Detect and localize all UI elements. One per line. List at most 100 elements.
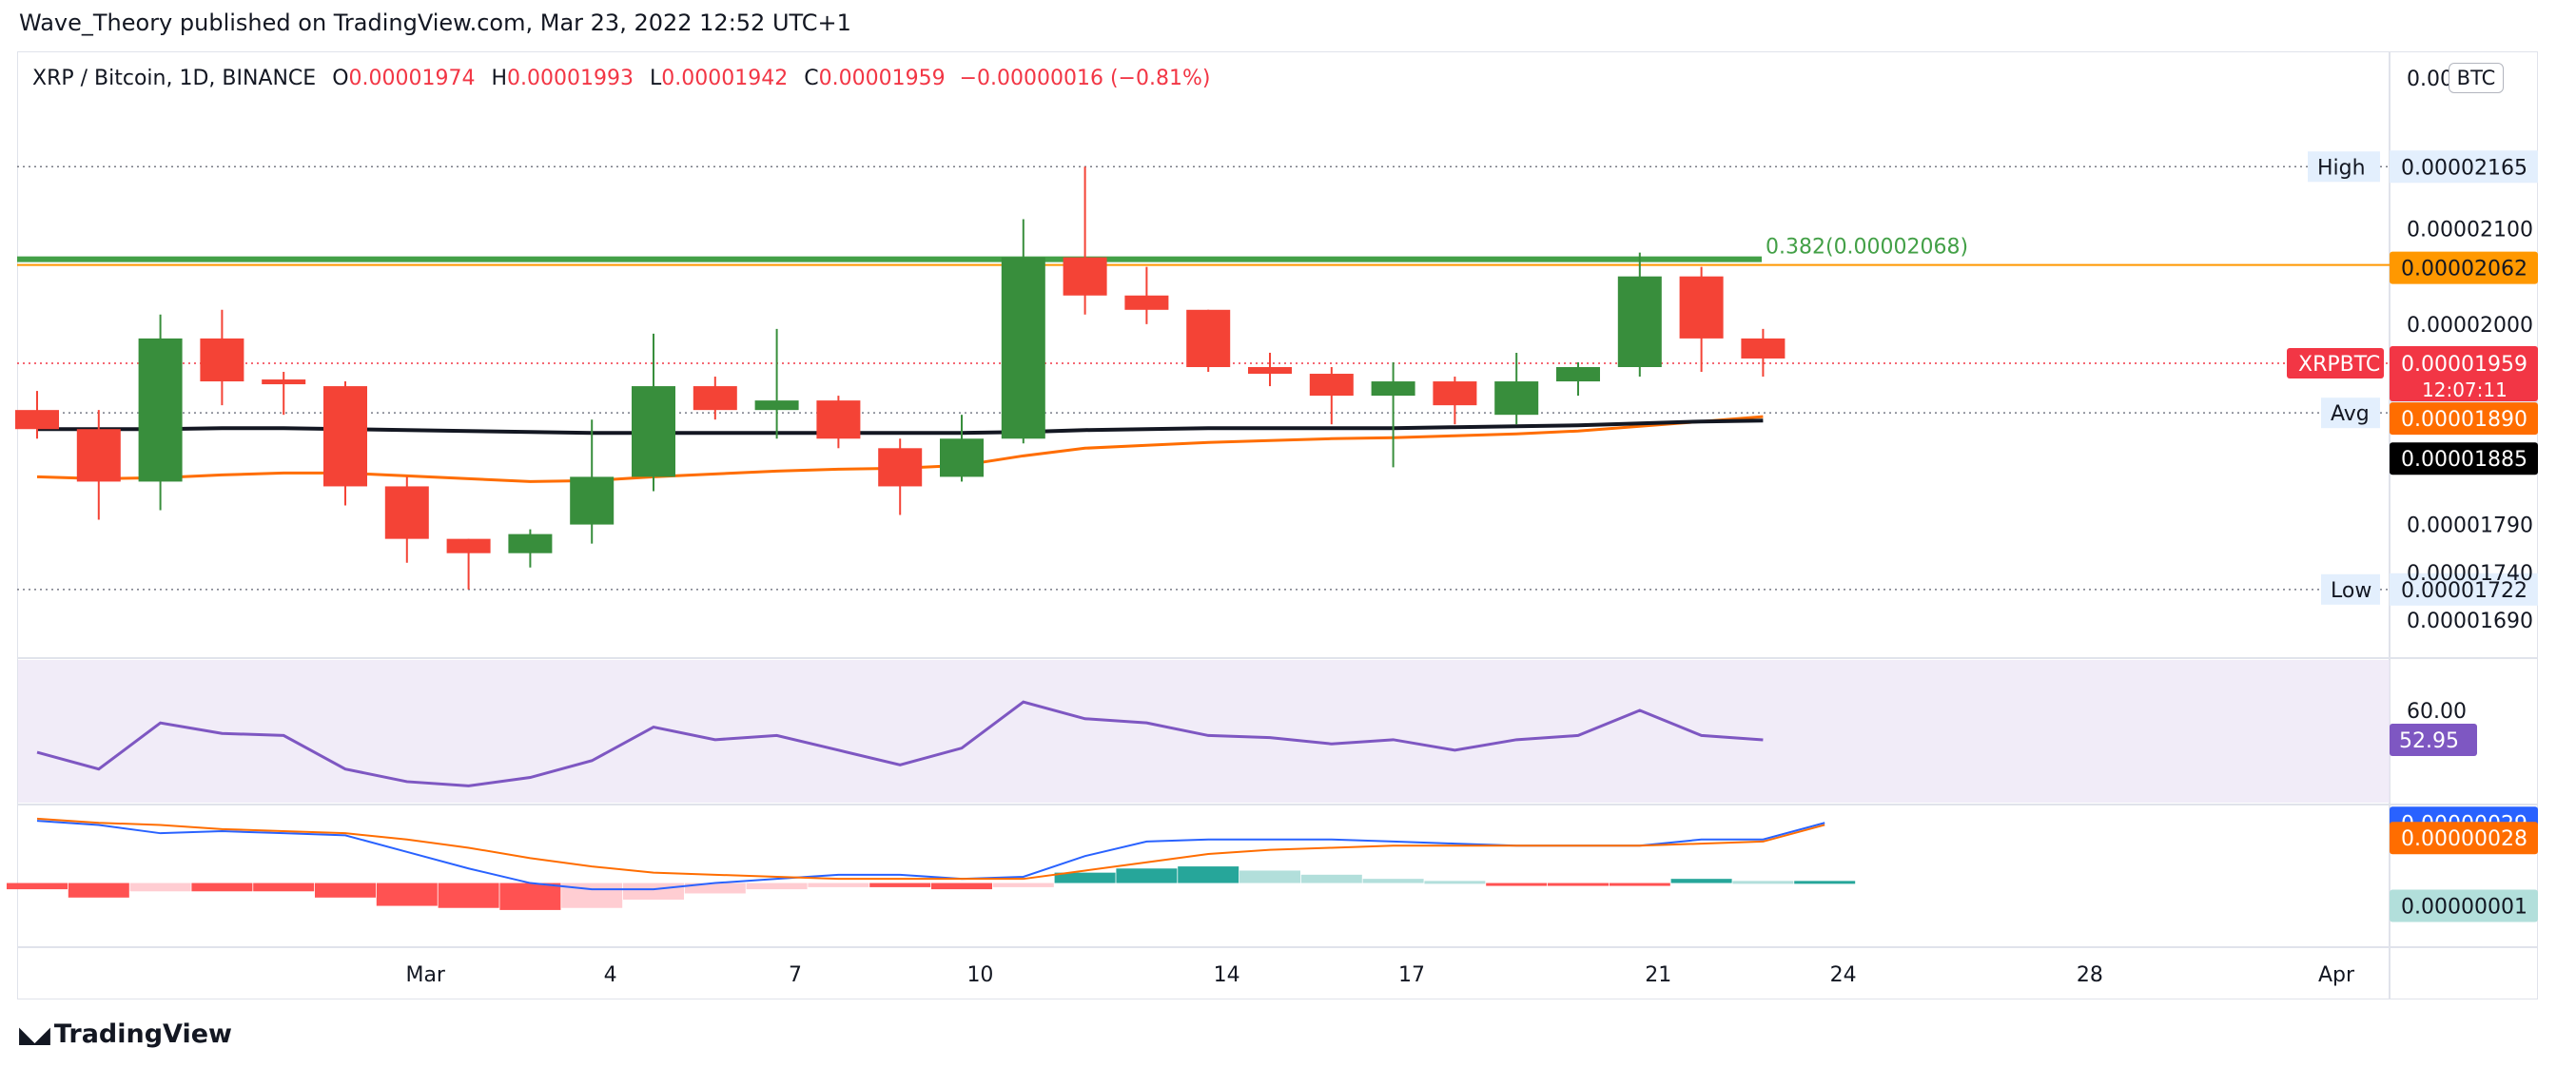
macd-histogram-bar bbox=[7, 883, 68, 890]
candle-body bbox=[1679, 276, 1724, 339]
price-axis-tick: 0.00001790 bbox=[2407, 514, 2533, 538]
macd-histogram-bar bbox=[1486, 883, 1548, 886]
ref-label-bg bbox=[2321, 398, 2380, 429]
time-axis-tick: 28 bbox=[2077, 963, 2103, 987]
candle-body bbox=[508, 534, 553, 553]
macd-histogram-bar bbox=[1178, 866, 1239, 883]
time-axis-tick: Apr bbox=[2318, 963, 2355, 987]
macd-histogram-bar bbox=[1239, 870, 1300, 883]
rsi-axis-tick: 60.00 bbox=[2407, 700, 2467, 724]
macd-histogram-bar bbox=[992, 883, 1054, 887]
candle-body bbox=[1433, 381, 1477, 406]
rsi-line bbox=[36, 700, 1764, 787]
macd-histogram-bar bbox=[1670, 879, 1732, 883]
rsi-band bbox=[18, 660, 2390, 803]
candle-body bbox=[384, 486, 429, 539]
macd-histogram-bar bbox=[1054, 872, 1116, 883]
change-value: −0.00000016 (−0.81%) bbox=[959, 67, 1211, 90]
current-price-tag: 0.00001959 bbox=[2401, 353, 2527, 377]
candle-body bbox=[138, 338, 183, 482]
symbol-tag-bg bbox=[2287, 347, 2384, 378]
macd-signal-tag: 0.00000028 bbox=[2401, 827, 2527, 851]
macd-histogram-bar bbox=[746, 883, 808, 890]
ref-price-low: 0.00001722 bbox=[2401, 579, 2527, 603]
ref-price-bg bbox=[2390, 150, 2538, 184]
ma-black-price-tag-bg bbox=[2390, 442, 2538, 475]
ma-orange-price-tag-bg bbox=[2390, 402, 2538, 436]
macd-histogram-bar bbox=[1732, 881, 1794, 884]
macd-histogram-bar bbox=[1609, 883, 1670, 886]
macd-histogram-bar bbox=[623, 883, 684, 900]
candle-body bbox=[1494, 381, 1539, 416]
publisher-name[interactable]: Wave_Theory bbox=[19, 10, 173, 36]
candle-body bbox=[1001, 257, 1045, 439]
ohlc-legend: XRP / Bitcoin, 1D, BINANCE O0.00001974 H… bbox=[32, 67, 1210, 90]
ref-label-avg: Avg bbox=[2331, 402, 2370, 426]
macd-signal-tag-bg bbox=[2390, 822, 2538, 855]
candle-body bbox=[200, 338, 244, 382]
candle-body bbox=[1063, 257, 1107, 296]
ref-price-high: 0.00002165 bbox=[2401, 156, 2527, 180]
candle-body bbox=[1186, 309, 1231, 367]
tradingview-brand[interactable]: ◣◢ TradingView bbox=[19, 1019, 232, 1049]
rsi-value-tag: 52.95 bbox=[2399, 729, 2459, 753]
candle-body bbox=[1309, 374, 1354, 397]
time-axis-tick: 7 bbox=[789, 963, 802, 987]
open-value: 0.00001974 bbox=[348, 67, 476, 90]
ref-label-bg bbox=[2321, 573, 2380, 605]
ref-label-high: High bbox=[2317, 156, 2366, 180]
low-label: L bbox=[650, 67, 662, 90]
high-label: H bbox=[491, 67, 508, 90]
currency-unit-button[interactable]: BTC bbox=[2449, 63, 2504, 93]
candle-body bbox=[1371, 381, 1415, 397]
chart-frame bbox=[17, 51, 2538, 999]
low-value: 0.00001942 bbox=[661, 67, 789, 90]
macd-histogram-bar bbox=[1362, 879, 1424, 883]
candle-body bbox=[1556, 367, 1600, 382]
macd-histogram-bar bbox=[438, 883, 499, 908]
macd-histogram-bar bbox=[1424, 881, 1486, 884]
candle-body bbox=[262, 379, 306, 385]
macd-histogram-bar bbox=[191, 883, 253, 892]
time-axis-tick: 24 bbox=[1830, 963, 1857, 987]
orange-level-price-tag: 0.00002062 bbox=[2401, 258, 2527, 281]
close-value: 0.00001959 bbox=[818, 67, 946, 90]
time-axis-tick: 14 bbox=[1214, 963, 1240, 987]
current-price-tag-bg bbox=[2390, 345, 2538, 401]
price-axis-tick: 0.00002100 bbox=[2407, 218, 2533, 242]
macd-histogram-bar bbox=[253, 883, 315, 892]
macd-histogram-bar bbox=[808, 883, 869, 887]
candle-body bbox=[76, 429, 121, 482]
close-label: C bbox=[804, 67, 819, 90]
macd-histogram-tag-bg bbox=[2390, 889, 2538, 922]
macd-histogram-bar bbox=[315, 883, 376, 898]
ma-black-price-tag: 0.00001885 bbox=[2401, 448, 2527, 472]
tradingview-logo-icon: ◣◢ bbox=[19, 1020, 50, 1048]
legend-symbol[interactable]: XRP / Bitcoin, 1D, BINANCE bbox=[32, 67, 317, 90]
ma-orange-price-tag: 0.00001890 bbox=[2401, 408, 2527, 432]
ref-price-bg bbox=[2390, 572, 2538, 606]
candle-body bbox=[570, 476, 615, 525]
price-axis-tick: 0.00001740 bbox=[2407, 562, 2533, 586]
time-axis-tick: 4 bbox=[604, 963, 617, 987]
macd-histogram-bar bbox=[1548, 883, 1609, 886]
candle-body bbox=[1248, 367, 1292, 375]
candle-body bbox=[693, 386, 737, 411]
ref-label-bg bbox=[2308, 151, 2380, 183]
symbol-tag: XRPBTC bbox=[2298, 353, 2380, 377]
time-axis-tick: Mar bbox=[405, 963, 445, 987]
brand-name: TradingView bbox=[53, 1019, 232, 1049]
bar-countdown: 12:07:11 bbox=[2422, 378, 2508, 401]
candle-body bbox=[940, 438, 984, 477]
open-label: O bbox=[332, 67, 349, 90]
macd-histogram-bar bbox=[684, 883, 746, 894]
candle-body bbox=[632, 386, 675, 477]
macd-histogram-bar bbox=[499, 883, 561, 910]
macd-histogram-bar bbox=[931, 883, 992, 890]
candle-body bbox=[323, 386, 367, 487]
publish-info: published on TradingView.com, Mar 23, 20… bbox=[179, 10, 851, 36]
high-value: 0.00001993 bbox=[507, 67, 634, 90]
fib-level-label: 0.382(0.00002068) bbox=[1766, 236, 1968, 260]
candle-body bbox=[15, 410, 59, 430]
